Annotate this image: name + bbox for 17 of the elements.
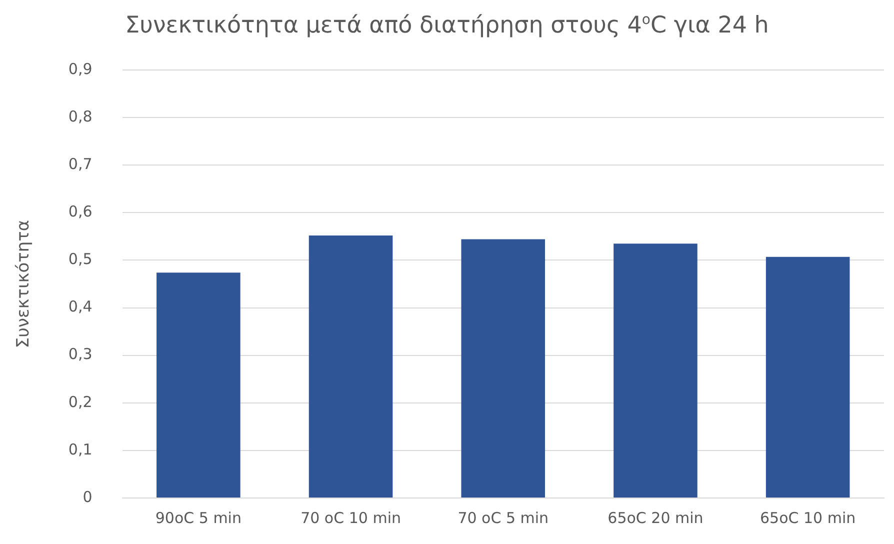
y-tick-label: 0,1	[68, 440, 92, 458]
y-tick-label: 0,8	[68, 107, 92, 126]
x-tick-label: 65oC 10 min	[760, 508, 856, 527]
y-axis-title: Συνεκτικότητα	[14, 220, 34, 348]
x-tick-label: 65oC 20 min	[608, 508, 704, 527]
y-tick-label: 0,2	[68, 392, 92, 411]
x-tick-label: 70 oC 5 min	[458, 508, 549, 527]
y-tick-label: 0	[82, 488, 92, 506]
x-tick-label: 90oC 5 min	[155, 508, 242, 527]
chart-title: Συνεκτικότητα μετά από διατήρηση στους 4$^{o}$C για 24 h	[124, 12, 770, 39]
y-tick-label: 0,9	[68, 60, 92, 78]
y-tick-label: 0,3	[68, 345, 92, 364]
y-tick-label: 0,7	[68, 155, 92, 173]
y-tick-label: 0,4	[68, 298, 92, 316]
x-tick-label: 70 oC 10 min	[300, 508, 401, 527]
y-tick-label: 0,6	[68, 202, 92, 221]
y-tick-label: 0,5	[68, 250, 92, 268]
